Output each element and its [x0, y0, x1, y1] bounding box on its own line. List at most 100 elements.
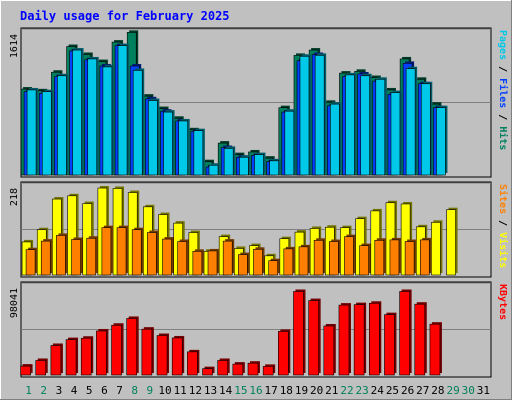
bar-sites-day-12: [192, 249, 204, 276]
bar-sites-day-4-face: [71, 239, 81, 276]
panel-hits-files-pages-series-label-part-0: Pages: [497, 30, 508, 60]
bar-kbytes-day-5: [80, 336, 94, 376]
panel-hits-files-pages-series-label-part-3: /: [497, 108, 508, 126]
bar-sites-day-13-face: [207, 250, 218, 276]
bar-sites-day-17: [268, 258, 280, 276]
bar-pages-day-20-face: [314, 55, 325, 176]
bar-sites-day-3-face: [56, 235, 66, 276]
bar-sites-day-20-face: [313, 239, 324, 276]
bar-pages-day-19-face: [299, 55, 310, 176]
bar-kbytes-day-15-face: [232, 363, 244, 376]
bar-kbytes-day-4: [65, 337, 79, 376]
bar-kbytes-day-11: [171, 335, 185, 376]
bar-pages-day-27: [420, 81, 433, 176]
bar-sites-day-24-face: [374, 239, 385, 276]
day-label-30: 30: [462, 384, 475, 397]
bar-sites-day-10-face: [162, 238, 172, 276]
bar-pages-day-13-face: [208, 164, 219, 176]
panel-visits-sites-series-label-part-2: Visits: [497, 232, 509, 268]
day-label-18: 18: [280, 384, 293, 397]
panel-hits-files-pages-series-label-part-2: Files: [497, 78, 509, 108]
bar-pages-day-23: [360, 73, 372, 176]
bar-sites-day-1-face: [25, 249, 36, 276]
bar-sites-day-23: [359, 243, 371, 276]
day-label-4: 4: [71, 384, 78, 397]
bar-pages-day-1-face: [26, 89, 37, 176]
bar-kbytes-day-8: [126, 316, 139, 376]
bar-sites-day-26: [404, 239, 417, 276]
bar-sites-day-6: [101, 225, 113, 276]
day-label-29: 29: [446, 384, 459, 397]
bar-kbytes-day-3-face: [50, 345, 62, 376]
panel-kbytes-max-label: 98041: [9, 288, 20, 318]
bar-kbytes-day-22: [338, 303, 351, 376]
day-axis-labels: 1 2 3 4 5 6 7 8 9 10 11 12 13 14 15 16 17 18 19 20 21 22 23 24 2…: [25, 384, 490, 397]
bar-sites-day-18-face: [283, 248, 294, 276]
chart-panels: 1614 Pages / Files / Hits 218 Sites / Visit…: [9, 27, 509, 378]
day-label-23: 23: [356, 384, 369, 397]
bar-pages-day-12-face: [193, 130, 204, 176]
bar-sites-day-3: [56, 233, 68, 276]
bar-kbytes-day-26: [399, 289, 412, 376]
bar-sites-day-10: [162, 237, 174, 276]
bar-sites-day-2: [40, 239, 53, 276]
bar-kbytes-day-18: [278, 329, 291, 376]
bar-sites-day-15: [238, 252, 250, 276]
bar-sites-day-1: [25, 247, 38, 276]
bar-kbytes-day-20-face: [308, 300, 319, 376]
chart-title: Daily usage for February 2025: [20, 9, 230, 23]
bar-kbytes-day-28: [429, 322, 442, 376]
bar-sites-day-5: [86, 236, 98, 276]
bar-pages-day-23-face: [360, 75, 370, 176]
panel-hits-files-pages-series-label: Pages / Files / Hits: [497, 30, 509, 150]
day-label-24: 24: [371, 384, 385, 397]
bar-pages-day-3-face: [57, 75, 67, 176]
panel-hits-files-pages: 1614 Pages / Files / Hits: [9, 27, 509, 178]
bar-pages-day-2: [41, 89, 54, 176]
bar-pages-day-10-face: [163, 111, 173, 176]
bar-sites-day-14-face: [222, 240, 233, 276]
bar-pages-day-6: [102, 64, 114, 176]
bar-kbytes-day-20: [308, 298, 321, 376]
day-label-11: 11: [174, 384, 187, 397]
panel-hits-files-pages-series-label-part-4: Hits: [497, 126, 509, 150]
bar-pages-day-24-face: [375, 79, 386, 176]
bar-kbytes-day-17-face: [262, 366, 274, 376]
bar-kbytes-day-12: [187, 349, 200, 376]
day-label-14: 14: [219, 384, 233, 397]
bar-sites-day-5-face: [86, 237, 97, 276]
bar-pages-day-28: [436, 105, 448, 176]
bar-visits-day-29-face: [446, 209, 456, 276]
bar-pages-day-4: [72, 48, 84, 176]
day-label-20: 20: [310, 384, 323, 397]
bar-kbytes-day-16-face: [247, 362, 259, 376]
bar-kbytes-day-13: [202, 366, 215, 376]
day-label-2: 2: [40, 384, 47, 397]
day-label-6: 6: [101, 384, 108, 397]
bar-pages-day-6-face: [102, 66, 113, 176]
bar-pages-day-3: [57, 73, 69, 176]
bar-kbytes-day-16: [247, 361, 260, 376]
bar-sites-day-11: [177, 239, 189, 276]
bar-kbytes-day-9: [141, 327, 154, 376]
day-label-8: 8: [131, 384, 138, 397]
bar-kbytes-day-22-face: [338, 304, 350, 376]
bar-pages-day-7-face: [117, 45, 128, 176]
bar-pages-day-2-face: [41, 91, 52, 176]
bar-kbytes-day-27-face: [414, 303, 426, 376]
bar-kbytes-day-19: [293, 289, 306, 376]
bar-kbytes-day-9-face: [141, 328, 153, 376]
bar-sites-day-23-face: [359, 245, 369, 276]
day-label-25: 25: [386, 384, 399, 397]
day-label-26: 26: [401, 384, 414, 397]
day-label-10: 10: [158, 384, 171, 397]
bar-kbytes-day-21: [323, 323, 336, 376]
bar-sites-day-26-face: [404, 241, 415, 276]
bar-pages-day-28-face: [436, 107, 446, 176]
bar-pages-day-19: [299, 54, 311, 176]
bar-pages-day-5-face: [87, 58, 98, 176]
bar-kbytes-day-23: [353, 302, 367, 376]
panel-kbytes: 98041 KBytes: [9, 281, 508, 378]
